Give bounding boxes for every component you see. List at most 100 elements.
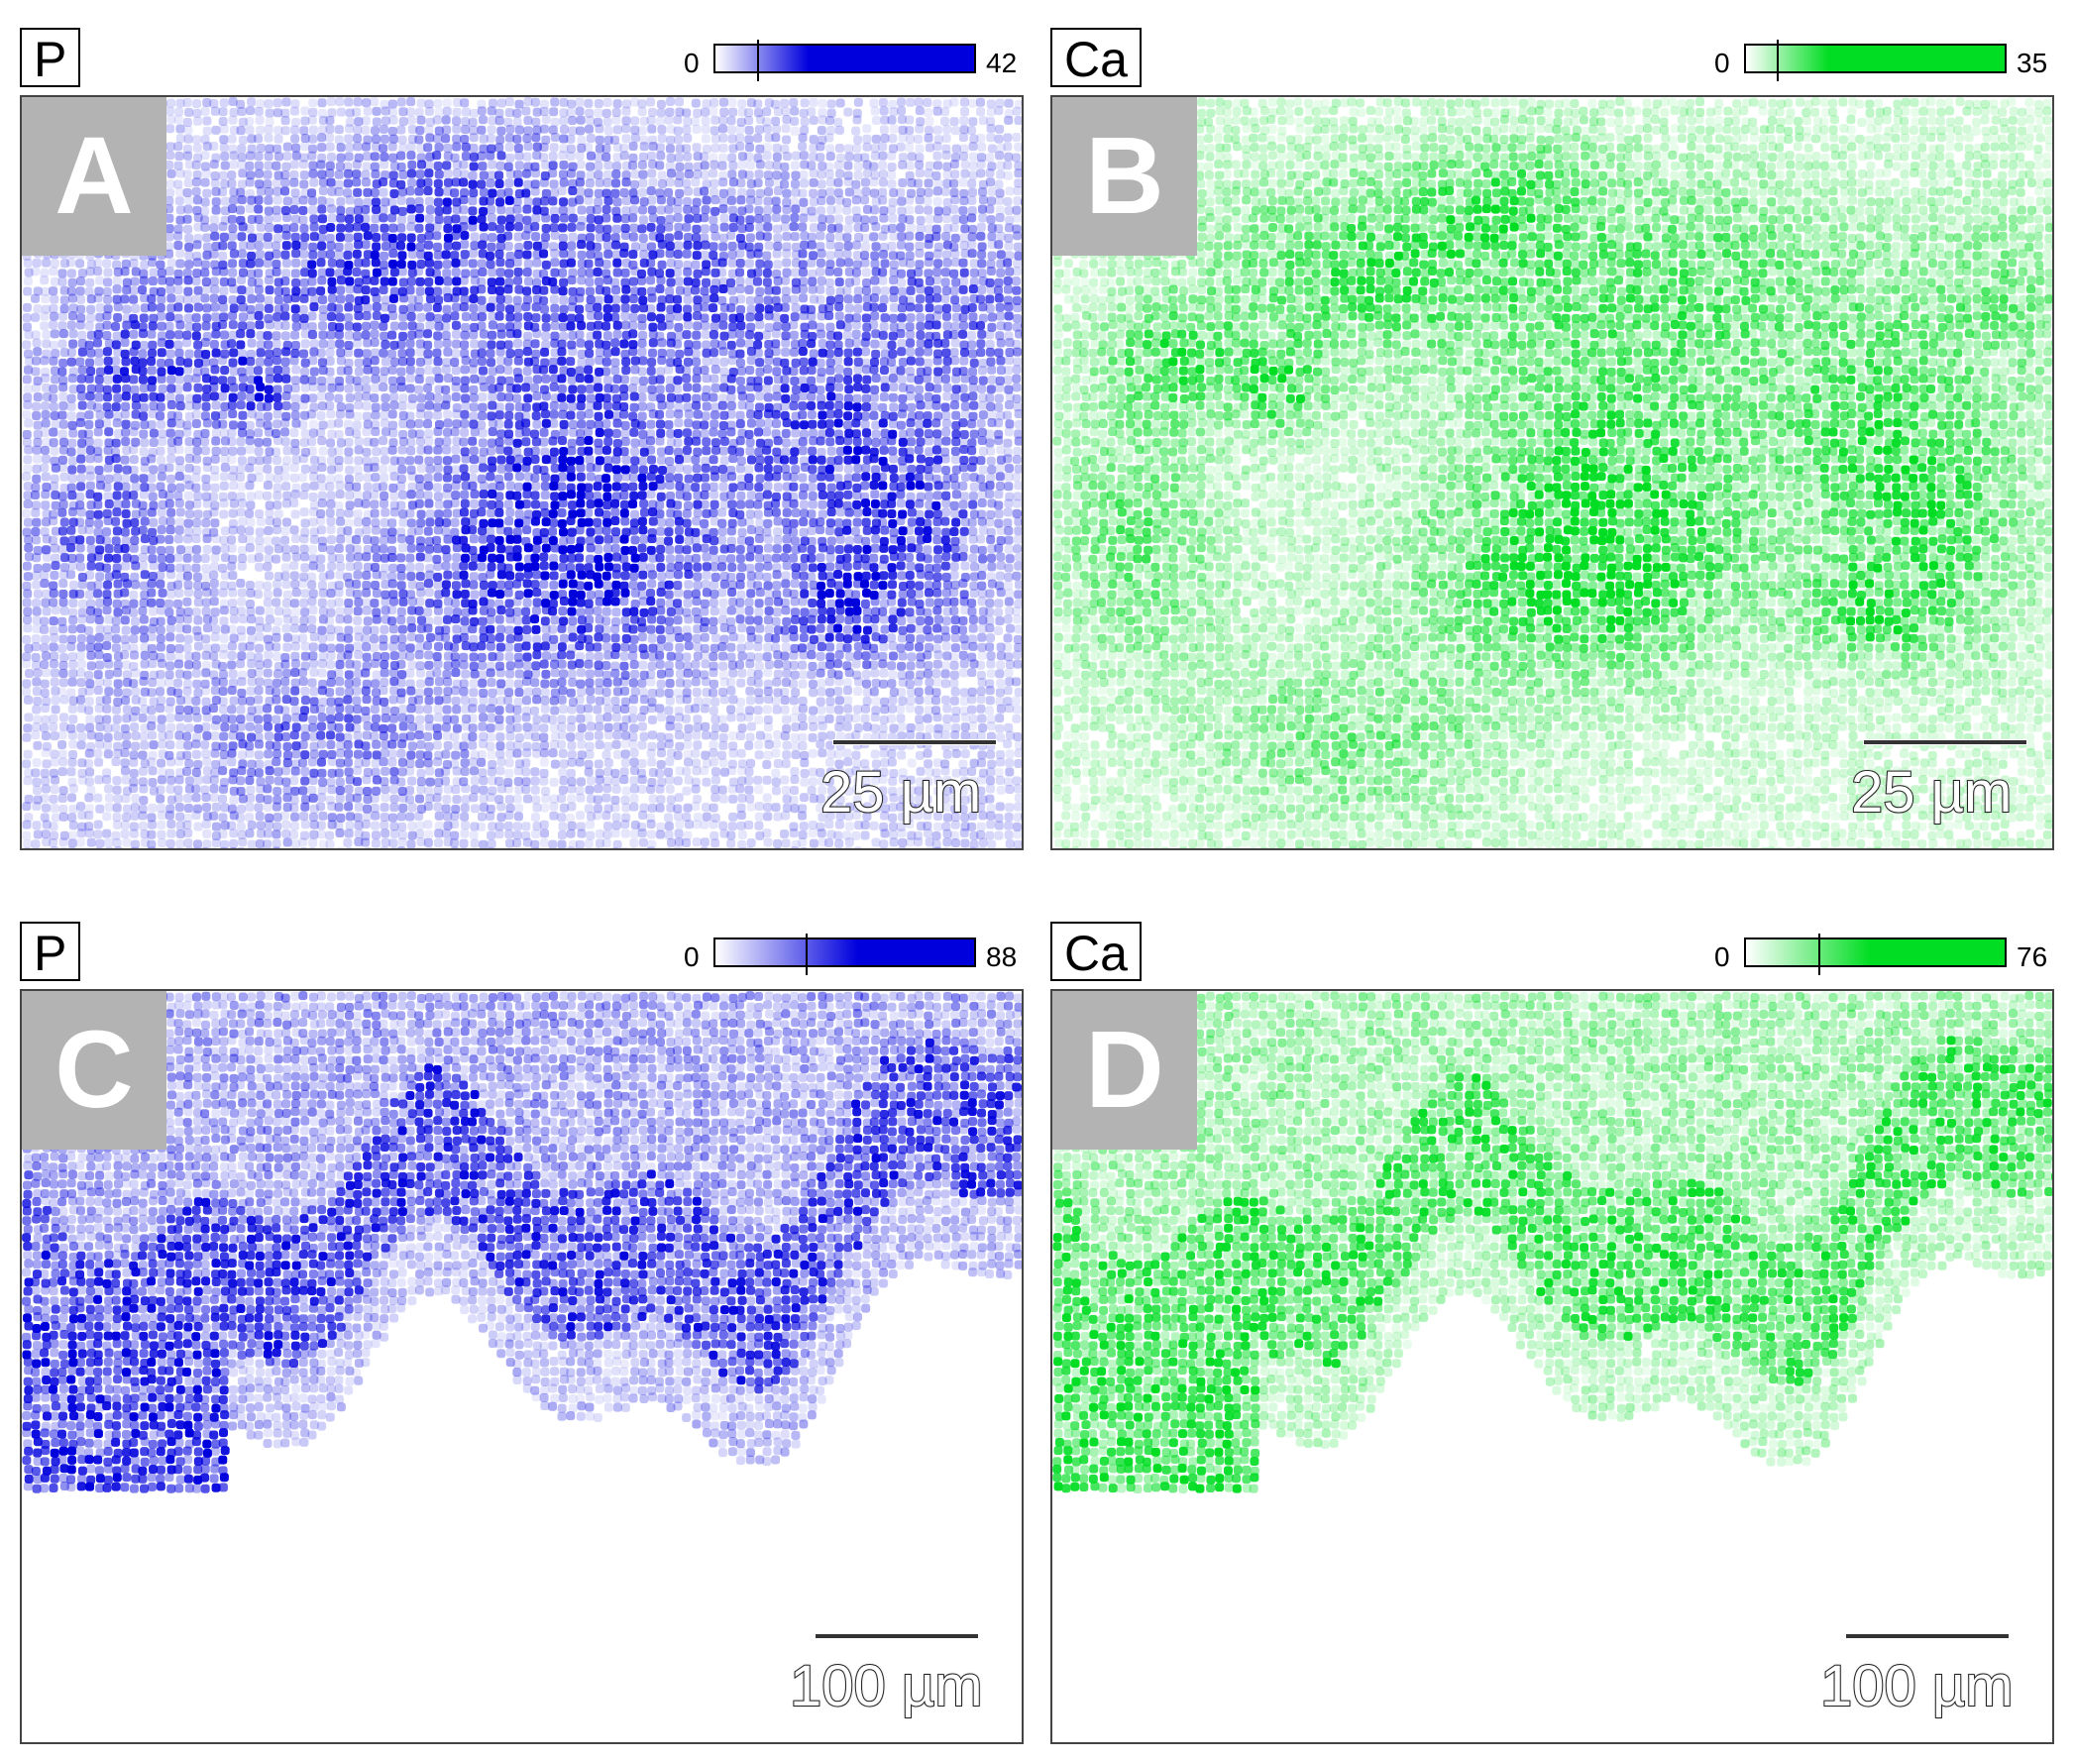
map-pixel	[959, 429, 969, 439]
map-pixel	[165, 276, 175, 286]
map-pixel	[147, 294, 157, 304]
map-pixel	[1014, 99, 1022, 109]
map-pixel	[888, 349, 898, 359]
map-pixel	[380, 313, 389, 323]
map-pixel	[423, 445, 433, 455]
map-pixel	[637, 99, 647, 109]
map-pixel	[425, 391, 435, 401]
map-pixel	[387, 464, 397, 474]
map-pixel	[967, 195, 977, 205]
map-pixel	[370, 329, 380, 339]
map-pixel	[817, 455, 826, 465]
map-pixel	[932, 161, 942, 170]
map-pixel	[541, 115, 551, 125]
map-pixel	[102, 347, 112, 357]
map-pixel	[550, 463, 560, 473]
map-pixel	[976, 222, 986, 232]
map-pixel	[334, 418, 344, 428]
map-pixel	[977, 329, 987, 339]
map-pixel	[923, 196, 932, 206]
map-pixel	[976, 348, 986, 358]
map-pixel	[763, 464, 773, 474]
map-pixel	[354, 367, 364, 377]
map-pixel	[888, 213, 898, 223]
map-pixel	[593, 117, 602, 127]
map-pixel	[817, 447, 826, 457]
map-pixel	[325, 400, 335, 410]
map-pixel	[746, 179, 756, 189]
map-pixel	[335, 409, 345, 419]
map-pixel	[290, 99, 300, 109]
map-pixel	[174, 367, 184, 377]
map-pixel	[158, 385, 167, 394]
map-pixel	[265, 349, 274, 359]
map-pixel	[130, 474, 140, 484]
map-pixel	[771, 347, 781, 357]
map-pixel	[702, 357, 711, 367]
map-pixel	[780, 179, 790, 189]
map-pixel	[200, 197, 210, 207]
map-pixel	[549, 418, 559, 428]
map-pixel	[548, 455, 558, 465]
map-pixel	[1003, 410, 1013, 420]
map-pixel	[745, 438, 755, 448]
map-pixel	[478, 402, 488, 412]
map-pixel	[764, 418, 774, 428]
map-pixel	[201, 349, 211, 359]
map-pixel	[1005, 267, 1015, 276]
map-pixel	[773, 483, 783, 493]
map-pixel	[193, 383, 203, 392]
map-pixel	[603, 294, 613, 304]
map-pixel	[84, 410, 94, 420]
map-pixel	[327, 284, 337, 294]
map-pixel	[959, 214, 969, 224]
map-pixel	[166, 366, 176, 376]
map-pixel	[853, 286, 863, 296]
map-pixel	[887, 115, 897, 125]
map-pixel	[112, 331, 122, 341]
map-pixel	[94, 375, 104, 385]
map-pixel	[619, 491, 629, 500]
map-pixel	[175, 98, 185, 108]
map-pixel	[764, 455, 774, 465]
map-pixel	[1014, 419, 1022, 429]
map-pixel	[300, 106, 310, 116]
map-pixel	[861, 268, 871, 277]
map-pixel	[479, 206, 489, 216]
map-pixel	[782, 152, 792, 162]
map-pixel	[995, 213, 1005, 223]
map-pixel	[842, 481, 852, 491]
map-pixel	[280, 276, 290, 286]
map-pixel	[425, 464, 435, 474]
map-pixel	[523, 142, 533, 152]
map-pixel	[336, 259, 346, 269]
map-pixel	[941, 436, 951, 446]
map-pixel	[842, 285, 852, 295]
map-pixel	[183, 204, 193, 214]
map-pixel	[906, 285, 916, 295]
map-pixel	[166, 293, 176, 303]
map-pixel	[256, 222, 266, 232]
map-pixel	[824, 133, 834, 143]
map-pixel	[960, 401, 970, 411]
map-pixel	[362, 447, 372, 457]
map-pixel	[700, 186, 710, 196]
map-pixel	[308, 242, 318, 252]
map-pixel	[826, 446, 836, 456]
map-pixel	[879, 125, 889, 135]
map-pixel	[1021, 198, 1022, 206]
map-pixel	[433, 464, 443, 474]
map-pixel	[1013, 357, 1022, 367]
map-pixel	[602, 331, 612, 341]
map-pixel	[183, 286, 193, 296]
map-pixel	[451, 454, 461, 464]
map-pixel	[1004, 427, 1014, 437]
map-pixel	[174, 196, 184, 206]
map-pixel	[869, 177, 879, 187]
map-pixel	[317, 268, 327, 277]
map-pixel	[33, 437, 43, 447]
map-pixel	[951, 144, 961, 154]
map-pixel	[272, 356, 281, 366]
map-pixel	[75, 418, 85, 428]
map-pixel	[782, 115, 792, 125]
